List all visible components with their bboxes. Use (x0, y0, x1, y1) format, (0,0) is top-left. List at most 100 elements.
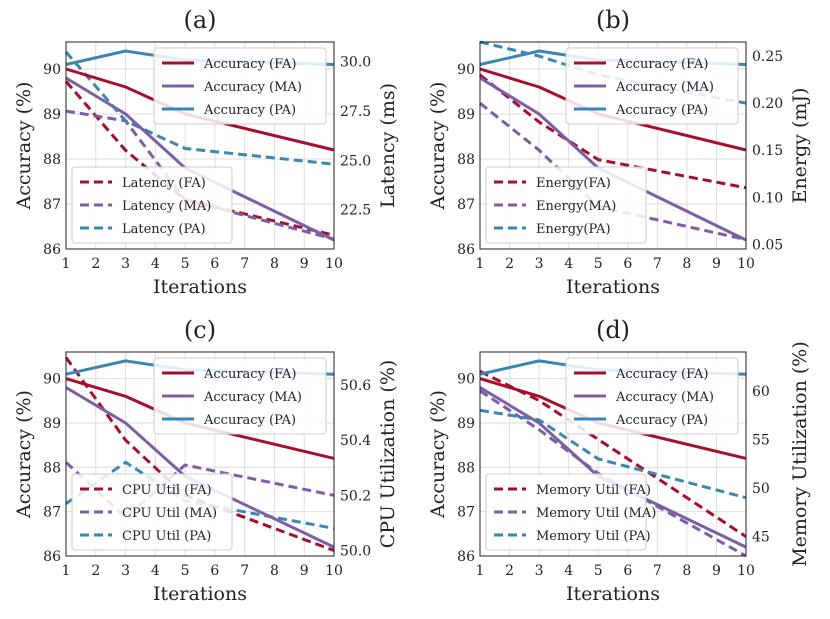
x-tick-label: 7 (653, 256, 662, 272)
chart-panel-2: (b)1 2 3 4 5 6 7 8 9 1086878889900.050.100.150.20… (427, 6, 811, 298)
x-tick-label: 9 (712, 256, 721, 272)
legend-label: Accuracy (FA) (615, 57, 708, 72)
legend-box (485, 166, 647, 244)
legend-label: CPU Util (MA) (122, 506, 217, 521)
legend-label: Memory Util (PA) (536, 529, 651, 544)
y-left-tick-label: 88 (457, 460, 475, 476)
x-tick-label: 4 (564, 256, 573, 272)
x-tick-label: 7 (240, 256, 249, 272)
x-tick-label: 8 (682, 563, 691, 579)
series-line-dashed (64, 50, 335, 166)
x-tick-label: 8 (270, 256, 279, 272)
y-right-tick-label: 0.05 (752, 237, 783, 253)
legend-label: Accuracy (FA) (203, 57, 296, 72)
y-right-axis-label: CPU Utilization (%) (377, 360, 399, 549)
x-tick-label: 3 (121, 563, 130, 579)
x-tick-label: 2 (91, 256, 100, 272)
x-axis-label: Iterations (566, 276, 660, 298)
y-right-tick-label: 27.5 (340, 104, 371, 120)
x-tick-label: 7 (653, 563, 662, 579)
legend-label: CPU Util (PA) (122, 529, 211, 544)
legend-label: Memory Util (MA) (536, 506, 656, 521)
legend-label: Accuracy (PA) (615, 103, 708, 118)
chart-panel-3: (c)1 2 3 4 5 6 7 8 9 10868788899050.050.250.450.6… (13, 316, 399, 605)
y-right-tick-label: 25.0 (340, 153, 371, 169)
x-tick-label: 4 (564, 563, 573, 579)
legend-box (71, 473, 233, 551)
y-right-axis-label: Latency (ms) (377, 83, 399, 208)
y-left-tick-label: 86 (43, 549, 61, 565)
y-left-tick-label: 86 (43, 242, 61, 258)
series-line-solid (65, 386, 335, 549)
x-tick-label: 10 (325, 256, 343, 272)
chart-panel-1: (a)1 2 3 4 5 6 7 8 9 10868788899022.525.027.530.0… (13, 6, 399, 298)
x-tick-label: 4 (151, 563, 160, 579)
y-left-tick-label: 89 (43, 416, 61, 432)
legend-box (71, 166, 233, 244)
x-tick-label: 3 (121, 256, 130, 272)
x-tick-label: 1 (476, 256, 485, 272)
y-right-tick-label: 50.4 (340, 433, 371, 449)
legend-label: Accuracy (FA) (615, 367, 708, 382)
legend-label: Accuracy (FA) (203, 367, 296, 382)
x-tick-label: 4 (151, 256, 160, 272)
y-left-tick-label: 87 (43, 505, 61, 521)
y-left-tick-label: 88 (43, 152, 61, 168)
legend-label: Memory Util (FA) (536, 483, 651, 498)
y-left-tick-label: 90 (43, 62, 61, 78)
x-tick-label: 9 (300, 256, 309, 272)
panel-title: (d) (596, 316, 630, 344)
x-tick-label: 1 (62, 256, 71, 272)
y-right-axis-label: Energy (mJ) (789, 88, 811, 204)
x-tick-label: 5 (181, 563, 190, 579)
series-line-solid (65, 76, 335, 242)
legend-label: Energy(FA) (536, 176, 611, 191)
y-left-tick-label: 88 (457, 152, 475, 168)
y-right-tick-label: 50.6 (340, 378, 371, 394)
series-line-dashed (64, 356, 335, 552)
x-axis-label: Iterations (153, 276, 247, 298)
x-axis-label: Iterations (566, 583, 660, 605)
y-right-tick-label: 0.10 (752, 190, 783, 206)
x-tick-label: 5 (594, 256, 603, 272)
legend-label: Energy(PA) (536, 222, 611, 237)
x-tick-label: 1 (476, 563, 485, 579)
chart-panel-4: (d)1 2 3 4 5 6 7 8 9 10868788899045505560Iteratio… (427, 316, 811, 605)
legend-box (153, 357, 327, 435)
plot-frame (479, 41, 747, 250)
y-left-tick-label: 88 (43, 460, 61, 476)
y-left-tick-label: 86 (457, 242, 475, 258)
x-tick-label: 10 (325, 563, 343, 579)
x-tick-label: 6 (623, 563, 632, 579)
x-tick-label: 9 (712, 563, 721, 579)
x-tick-label: 9 (300, 563, 309, 579)
plot-frame (65, 351, 335, 557)
y-left-tick-label: 90 (457, 372, 475, 388)
y-left-tick-label: 90 (43, 372, 61, 388)
y-right-tick-label: 45 (752, 530, 770, 546)
y-right-tick-label: 55 (752, 432, 770, 448)
legend-label: Latency (PA) (122, 222, 206, 237)
legend-label: Energy(MA) (536, 199, 616, 214)
y-right-tick-label: 22.5 (340, 203, 371, 219)
series-line-dashed (65, 109, 335, 241)
panel-title: (b) (596, 6, 630, 34)
x-tick-label: 3 (535, 563, 544, 579)
series-line-dashed (479, 389, 747, 558)
y-right-tick-label: 50 (752, 481, 770, 497)
plot-frame (65, 41, 335, 250)
legend-label: Accuracy (MA) (615, 80, 714, 95)
x-tick-label: 6 (623, 256, 632, 272)
x-tick-label: 7 (240, 563, 249, 579)
panel-title: (c) (184, 316, 216, 344)
panel-title: (a) (183, 6, 216, 34)
y-right-axis-label: Memory Utilization (%) (789, 341, 811, 567)
x-tick-label: 6 (210, 563, 219, 579)
y-left-tick-label: 87 (457, 197, 475, 213)
legend-label: Accuracy (PA) (203, 413, 296, 428)
x-tick-label: 10 (737, 256, 755, 272)
y-left-tick-label: 86 (457, 549, 475, 565)
legend-label: Accuracy (PA) (615, 413, 708, 428)
x-axis-label: Iterations (153, 583, 247, 605)
